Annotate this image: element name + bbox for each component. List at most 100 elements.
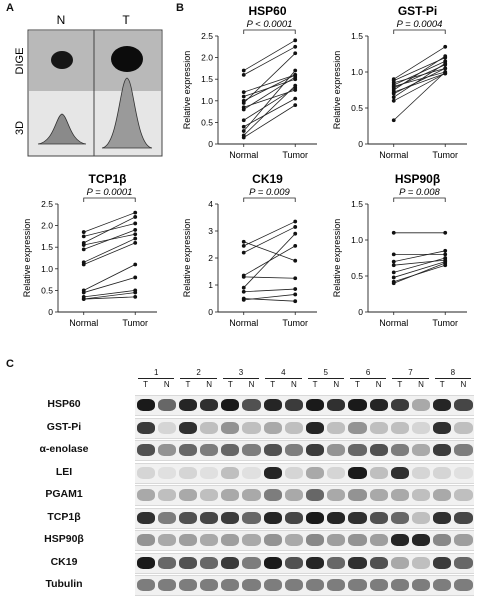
blot-band: [221, 556, 240, 569]
x-category-label: Normal: [69, 318, 98, 328]
y-tick-label: 2.5: [41, 199, 53, 209]
patient-number: 2: [196, 368, 201, 377]
tumor-point: [443, 61, 448, 66]
blot-band: [242, 534, 261, 546]
chart-title: HSP60: [248, 4, 286, 18]
blot-band: [306, 466, 325, 479]
normal-point: [241, 129, 246, 133]
paired-line: [243, 46, 296, 76]
chart-title: HSP90β: [395, 172, 440, 186]
blot-band: [411, 534, 431, 546]
normal-point: [241, 135, 246, 140]
blot-band: [411, 399, 431, 411]
chart-title: GST-Pi: [398, 4, 437, 18]
blot-band: [348, 534, 367, 546]
blot-band: [178, 421, 198, 434]
blot-row-label: HSP60: [47, 398, 81, 410]
tumor-point: [443, 256, 448, 260]
y-tick-label: 3: [208, 226, 213, 236]
normal-point: [391, 95, 396, 100]
normal-point: [241, 101, 246, 105]
x-category-label: Normal: [229, 318, 258, 328]
blot-band: [390, 466, 409, 479]
blot-row-label: LEI: [55, 465, 73, 478]
blot-band: [348, 466, 367, 479]
blot-band: [284, 511, 303, 524]
normal-point: [241, 289, 246, 294]
paired-line: [83, 277, 136, 293]
normal-point: [241, 68, 246, 73]
peak-3d-normal: [37, 113, 87, 145]
tumor-point: [293, 75, 298, 79]
y-tick-label: 0.5: [351, 271, 363, 281]
tumor-point: [443, 230, 448, 235]
significance-bracket: [243, 29, 296, 34]
y-tick-label: 0: [48, 307, 53, 317]
blot-band: [390, 421, 409, 434]
tumor-point: [133, 236, 138, 241]
blot-band: [284, 421, 303, 434]
blot-band: [369, 579, 388, 591]
normal-point: [391, 275, 396, 280]
normal-point: [391, 259, 396, 264]
tumor-point: [293, 231, 298, 236]
paired-line: [393, 68, 446, 84]
blot-band: [221, 444, 240, 456]
blot-band: [242, 399, 261, 411]
blot-band: [390, 399, 409, 411]
y-tick-label: 1.5: [41, 242, 53, 252]
blot-band: [411, 511, 431, 524]
blot-band: [284, 556, 303, 569]
blot-band: [454, 579, 473, 591]
blot-band: [242, 556, 261, 569]
blot-band: [390, 579, 409, 591]
normal-point: [81, 297, 86, 301]
blot-band: [136, 421, 155, 434]
panel-a-letter: A: [6, 2, 14, 14]
patient-number: 3: [238, 368, 244, 377]
normal-point: [391, 270, 396, 275]
blot-band: [136, 489, 155, 501]
blot-band: [242, 421, 261, 434]
blot-band: [411, 421, 431, 434]
normal-point: [391, 263, 396, 268]
blot-band: [200, 421, 219, 434]
paired-line: [393, 262, 446, 284]
lane-label: T: [227, 380, 233, 389]
tumor-point: [443, 252, 448, 257]
lane-label: T: [355, 380, 360, 389]
normal-point: [241, 250, 246, 255]
tumor-point: [293, 96, 298, 101]
blot-band: [454, 399, 473, 411]
normal-point: [241, 239, 246, 244]
paired-line: [83, 212, 136, 233]
blot-row-label: α-enolase: [39, 443, 89, 455]
lane-label: N: [418, 380, 424, 389]
patient-underline: [349, 378, 387, 379]
panel-a-gel: N T DIGE 3D: [14, 13, 163, 157]
significance-bracket: [393, 197, 446, 202]
y-tick-label: 0: [358, 139, 363, 149]
significance-bracket: [243, 197, 296, 202]
patient-underline: [138, 378, 175, 379]
blot-band: [369, 556, 388, 569]
p-value-label: P = 0.009: [249, 187, 290, 198]
blot-row-label: TCP1β: [47, 510, 81, 523]
patient-number: 7: [408, 368, 413, 377]
blot-row-label: GST-Pi: [46, 420, 82, 433]
blot-band: [157, 489, 176, 501]
blot-band: [454, 489, 473, 501]
blot-band: [200, 534, 219, 546]
y-tick-label: 1.0: [351, 235, 363, 245]
tumor-point: [133, 262, 138, 267]
normal-point: [241, 243, 246, 248]
blot-band: [263, 511, 282, 524]
blot-band: [242, 444, 261, 456]
blot-band: [136, 511, 155, 524]
tumor-point: [293, 68, 298, 73]
blot-band: [221, 579, 240, 591]
blot-band: [200, 556, 219, 569]
blot-band: [136, 466, 155, 479]
